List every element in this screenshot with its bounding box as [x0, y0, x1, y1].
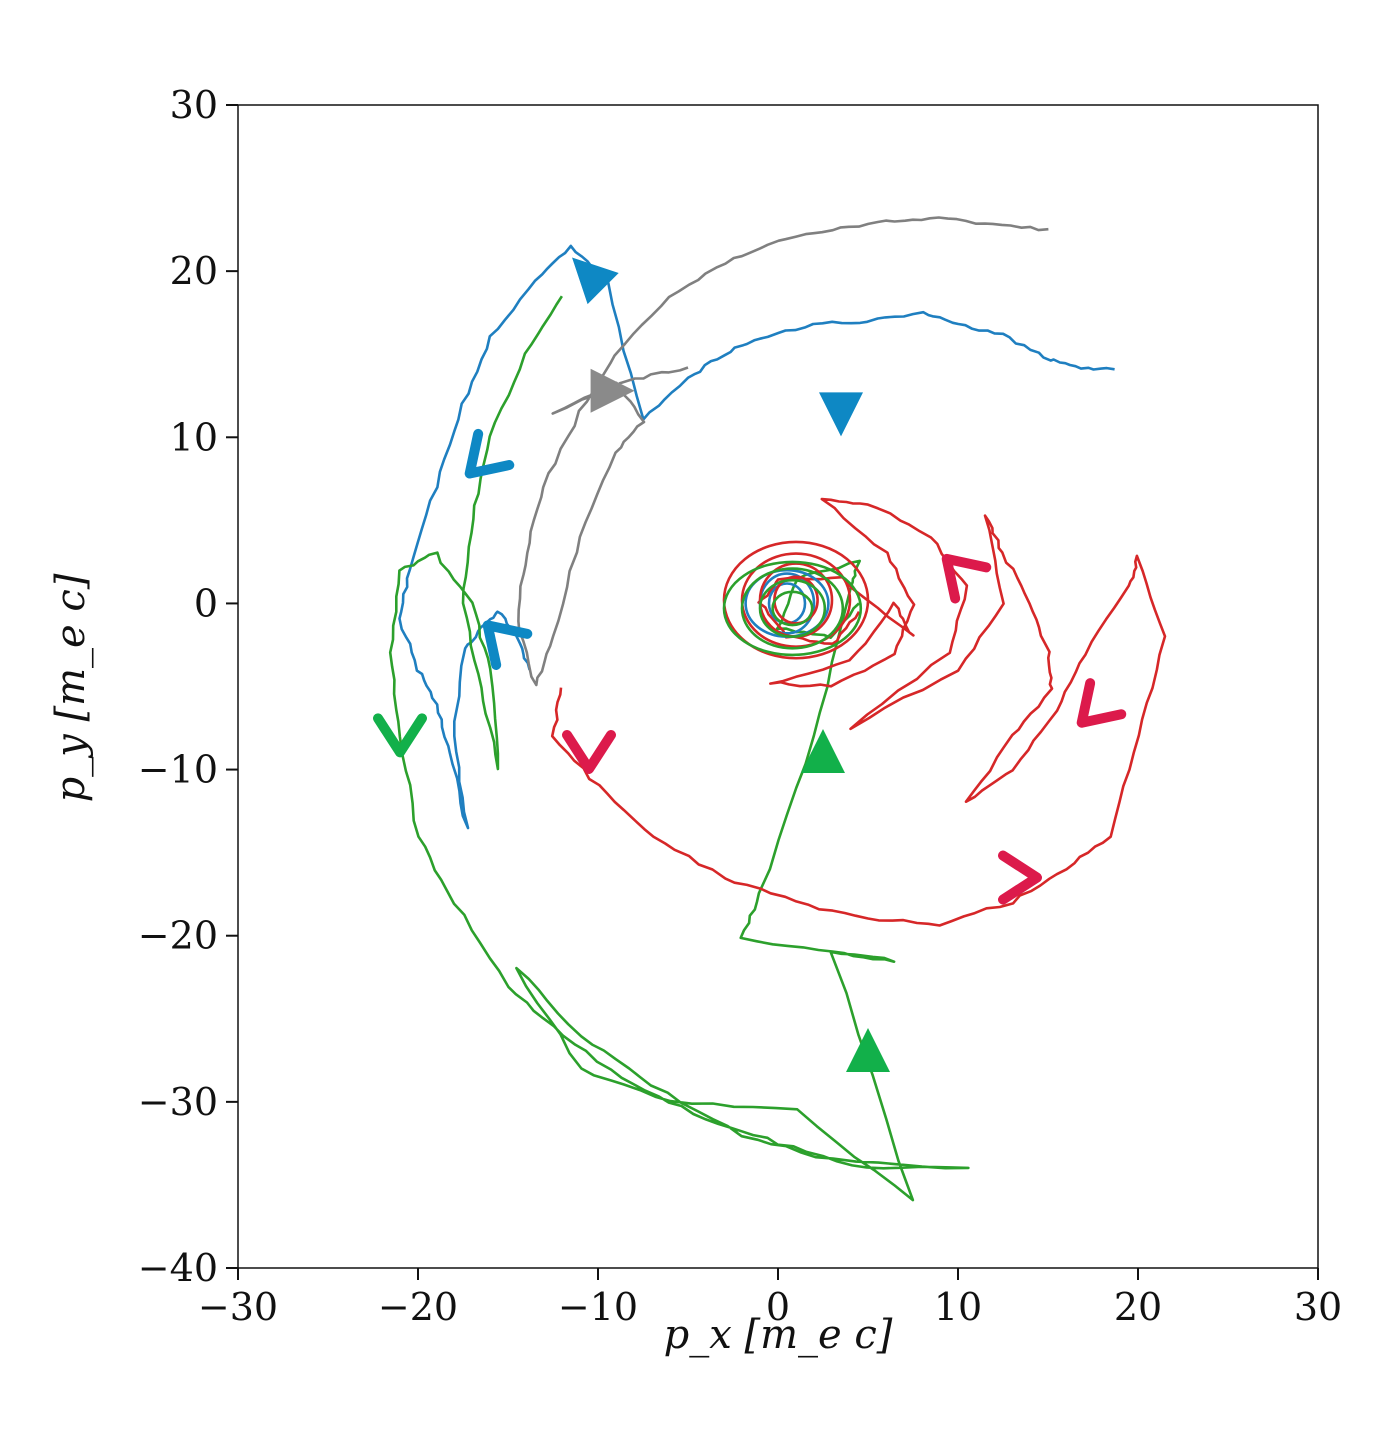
direction-arrow-3-3 [941, 553, 992, 604]
y-axis-ticks: −40 −30 −20 −10 0 10 20 30 [138, 83, 238, 1290]
series-layer [388, 216, 1167, 1202]
y-tick-label: 20 [170, 249, 218, 293]
trajectory-line-0 [398, 244, 1115, 830]
y-tick-label: −20 [138, 914, 218, 958]
direction-arrows [373, 257, 1127, 1073]
x-tick-label: 10 [934, 1285, 982, 1329]
center-loops [722, 540, 870, 660]
x-tick-label: 0 [766, 1285, 790, 1329]
x-tick-label: −30 [198, 1285, 278, 1329]
y-tick-label: 10 [170, 415, 218, 459]
direction-arrow-3-1 [998, 850, 1042, 905]
direction-arrow-0-3 [482, 620, 533, 670]
direction-arrow-3-0 [562, 729, 616, 774]
trajectory-line-2 [388, 295, 970, 1202]
center-loop-2-2 [722, 560, 863, 657]
plot-frame [237, 104, 1319, 1269]
center-loop-2-1 [740, 567, 845, 650]
y-tick-label: −10 [138, 748, 218, 792]
trajectory-line-1 [517, 216, 1049, 687]
y-axis-label: p_y [m_e c] [48, 573, 94, 802]
center-loop-2-0 [758, 578, 827, 638]
y-tick-label: −40 [138, 1246, 218, 1290]
y-tick-label: −30 [138, 1080, 218, 1124]
x-tick-label: −10 [558, 1285, 638, 1329]
direction-arrow-0-1 [819, 392, 863, 437]
center-loop-2-3 [771, 590, 814, 627]
direction-arrow-2-2 [846, 1028, 890, 1073]
x-tick-label: −20 [378, 1285, 458, 1329]
x-axis-ticks: −30 −20 −10 0 10 20 30 [198, 1268, 1342, 1329]
x-tick-label: 30 [1294, 1285, 1342, 1329]
x-axis-label: p_x [m_e c] [664, 1312, 893, 1358]
trajectory-line-3 [550, 497, 1167, 927]
y-tick-label: 30 [170, 83, 218, 127]
x-tick-label: 20 [1114, 1285, 1162, 1329]
direction-arrow-0-2 [464, 428, 515, 479]
y-tick-label: 0 [194, 581, 218, 625]
direction-arrow-1-0 [590, 368, 635, 413]
direction-arrow-3-2 [1076, 678, 1127, 728]
direction-arrow-2-0 [373, 713, 427, 758]
direction-arrow-2-1 [801, 728, 845, 773]
